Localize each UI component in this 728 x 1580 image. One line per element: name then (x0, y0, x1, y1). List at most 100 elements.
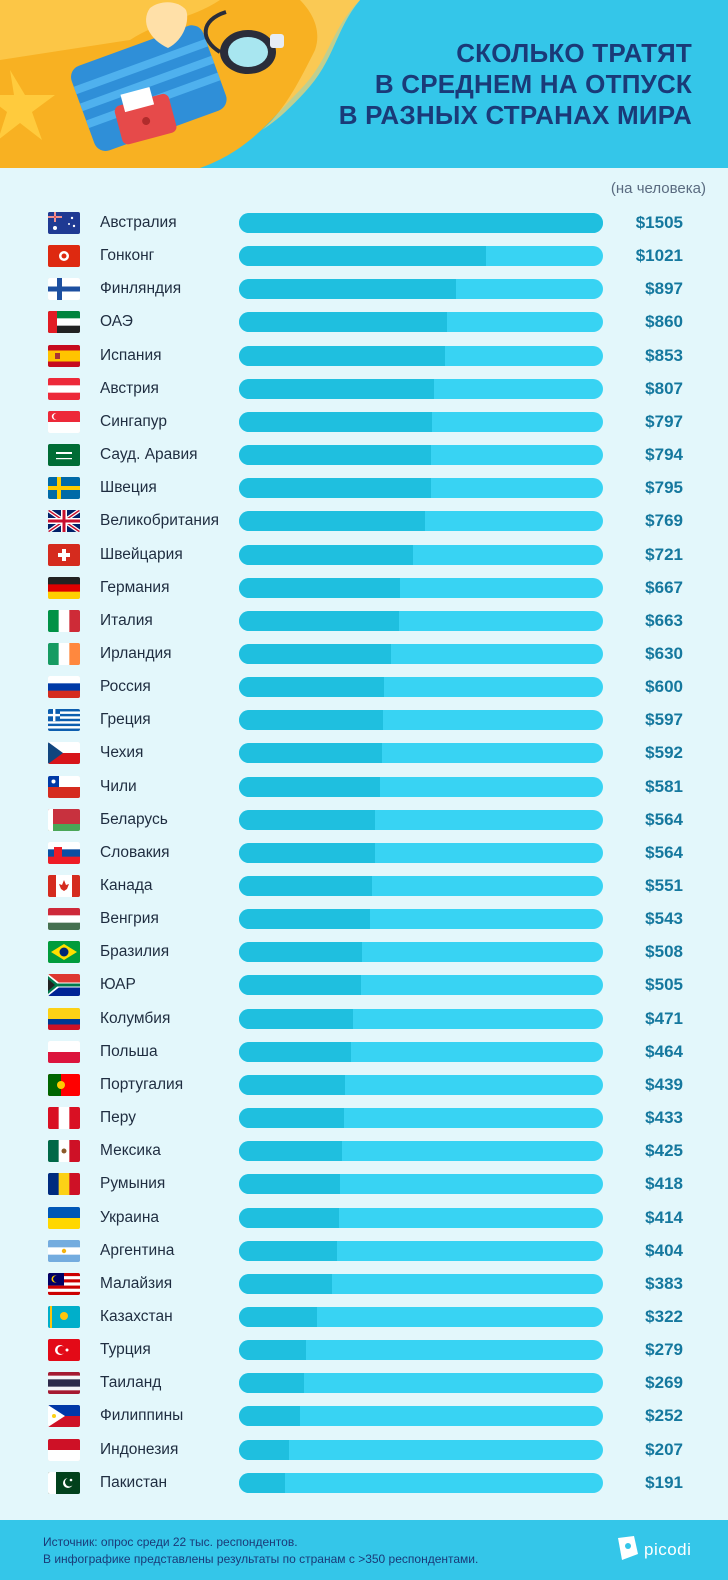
chart-row: Швеция $795 (0, 472, 728, 505)
brand-block: picodi (614, 1534, 704, 1564)
chart-row: Румыния $418 (0, 1168, 728, 1201)
bar-track (239, 1174, 603, 1195)
flag-canada-icon (48, 875, 80, 897)
chart-row: Чили $581 (0, 771, 728, 804)
chart-row: Португалия $439 (0, 1069, 728, 1102)
category-label: ЮАР (100, 976, 136, 994)
footer: Источник: опрос среди 22 тыс. респондент… (0, 1520, 728, 1580)
title-line-3: В РАЗНЫХ СТРАНАХ МИРА (338, 100, 692, 130)
bar-track (239, 511, 603, 532)
chart-row: Россия $600 (0, 671, 728, 704)
flag-hong-kong-icon (48, 245, 80, 268)
category-label: Пакистан (100, 1473, 168, 1491)
data-label: $191 (645, 1472, 683, 1492)
data-label: $433 (645, 1108, 683, 1128)
flag-poland-icon (48, 1040, 80, 1063)
bar (239, 909, 371, 930)
data-label: $795 (645, 478, 683, 498)
bar (239, 1108, 344, 1129)
bar-track (239, 478, 603, 499)
category-label: Малайзия (100, 1274, 173, 1292)
bar-track (239, 279, 603, 300)
chart-row: Испания $853 (0, 340, 728, 373)
data-label: $769 (645, 511, 683, 531)
data-label: $1505 (635, 213, 683, 232)
chart-row: Великобритания $769 (0, 505, 728, 538)
bar-track (239, 809, 603, 830)
chart-row: Венгрия $543 (0, 903, 728, 936)
bar-track (239, 577, 603, 598)
bar-track (239, 1207, 603, 1228)
category-label: Австрия (100, 379, 159, 397)
chart-row: Казахстан $322 (0, 1301, 728, 1334)
bar (239, 1306, 317, 1327)
flag-spain-icon (48, 344, 80, 367)
chart-row: Австрия $807 (0, 373, 728, 406)
chart-row: Аргентина $404 (0, 1235, 728, 1268)
category-label: Италия (100, 611, 153, 629)
flag-malaysia-icon (48, 1272, 80, 1295)
bar-track (239, 445, 603, 466)
flag-uk-icon (48, 510, 80, 533)
bar (239, 1273, 332, 1294)
data-label: $797 (645, 411, 683, 431)
flag-thailand-icon (48, 1372, 80, 1395)
chart-row: Колумбия $471 (0, 1003, 728, 1036)
bar-track (239, 345, 603, 366)
bar-track (239, 1108, 603, 1129)
category-label: Германия (100, 578, 170, 596)
data-label: $1021 (635, 246, 683, 266)
bar-track (239, 1406, 603, 1427)
bar-track (239, 643, 603, 664)
bar-track (239, 378, 603, 399)
chart-row: Греция $597 (0, 704, 728, 737)
category-label: Испания (100, 346, 162, 364)
bar (239, 610, 400, 631)
flag-sweden-icon (48, 477, 80, 500)
chart-row: Бразилия $508 (0, 936, 728, 969)
flag-romania-icon (48, 1173, 80, 1196)
chart-row: Мексика $425 (0, 1135, 728, 1168)
flag-indonesia-icon (48, 1438, 80, 1461)
title-line-1: СКОЛЬКО ТРАТЯТ (456, 38, 692, 68)
header-banner: СКОЛЬКО ТРАТЯТ В СРЕДНЕМ НА ОТПУСК В РАЗ… (0, 0, 728, 168)
bar-track (239, 1041, 603, 1062)
chart-row: Австралия $1505 (0, 207, 728, 240)
category-label: Венгрия (100, 910, 159, 928)
data-label: $404 (645, 1240, 683, 1260)
category-label: Португалия (100, 1075, 184, 1093)
chart-row: Пакистан $191 (0, 1467, 728, 1500)
chart-row: Филиппины $252 (0, 1400, 728, 1433)
data-label: $508 (645, 942, 683, 962)
chart-row: Ирландия $630 (0, 638, 728, 671)
flag-slovakia-icon (48, 841, 80, 864)
bar (239, 1472, 286, 1493)
data-label: $721 (645, 544, 683, 564)
flag-finland-icon (48, 278, 80, 301)
bar (239, 677, 385, 698)
bar-track (239, 743, 603, 764)
flag-mexico-icon (48, 1140, 80, 1163)
data-label: $279 (645, 1340, 683, 1360)
bar (239, 743, 383, 764)
data-label: $597 (645, 710, 683, 730)
chart-row: Гонконг $1021 (0, 240, 728, 273)
category-label: Чехия (100, 744, 144, 762)
chart-row: Сауд. Аравия $794 (0, 439, 728, 472)
bar-track (239, 1373, 603, 1394)
bar (239, 1074, 346, 1095)
flag-switzerland-icon (48, 543, 80, 566)
bar (239, 478, 432, 499)
bar (239, 776, 380, 797)
flag-hungary-icon (48, 908, 80, 931)
chart-row: Индонезия $207 (0, 1434, 728, 1467)
category-label: Ирландия (100, 644, 172, 662)
chart-row: Польша $464 (0, 1036, 728, 1069)
unit-note: (на человека) (610, 180, 706, 197)
bar-track (239, 842, 603, 863)
category-label: Швеция (100, 479, 157, 497)
flag-uae-icon (48, 311, 80, 334)
flag-philippines-icon (48, 1405, 80, 1428)
bar-track (239, 610, 603, 631)
data-label: $564 (645, 809, 683, 829)
